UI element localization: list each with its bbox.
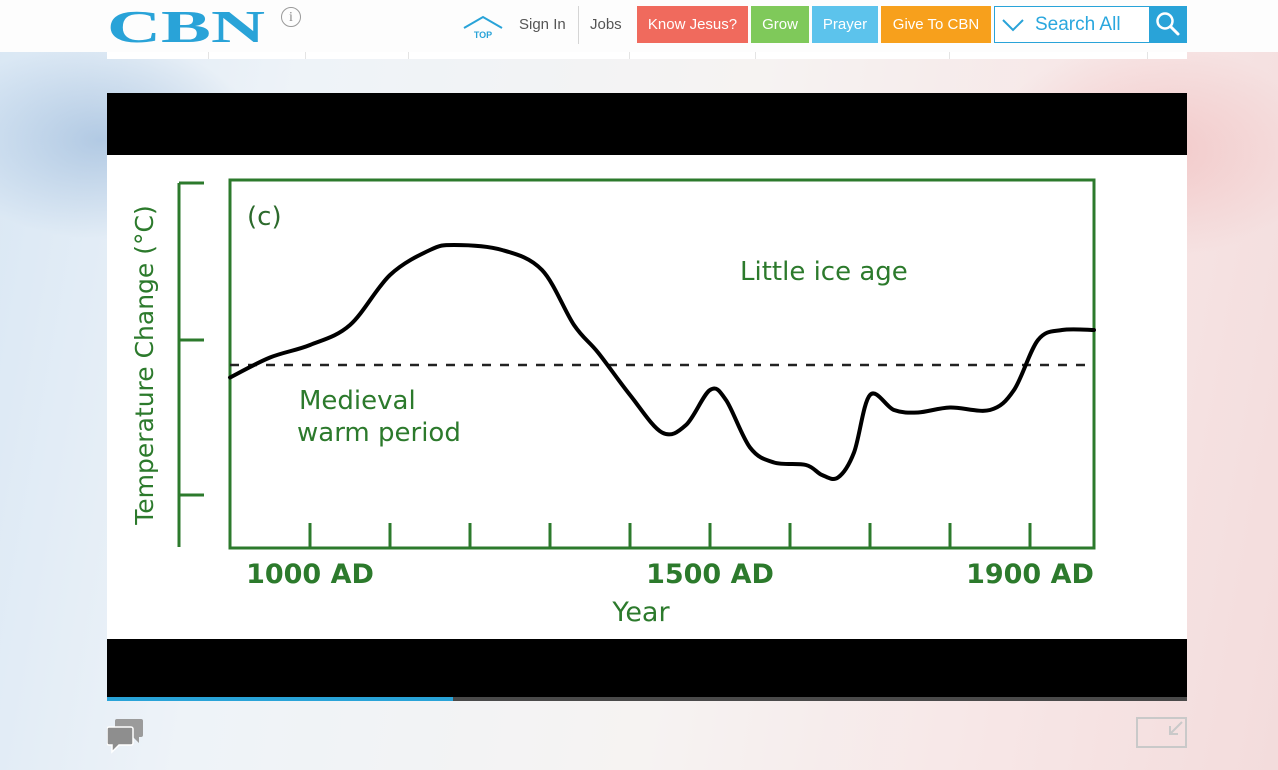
subnav-divider [208,52,209,59]
back-to-top-button[interactable]: TOP [461,14,505,44]
info-icon[interactable]: i [281,7,301,27]
subnav-divider [408,52,409,59]
medieval-label: Medieval [299,386,416,416]
x-axis-ticks [308,523,1032,548]
sign-in-link[interactable]: Sign In [519,16,566,33]
cbn-logo[interactable]: CBN [107,4,267,46]
logo-text: CBN [107,4,265,46]
subnav-divider [629,52,630,59]
search-icon [1156,12,1180,36]
search-button[interactable] [1150,6,1187,43]
top-label: TOP [473,30,493,40]
house-icon [463,15,503,29]
video-player[interactable]: (c) Little ice age Medieval warm period … [107,93,1187,701]
warm-period-label: warm period [297,418,461,448]
series-line [228,243,1096,481]
x-axis-label: Year [611,597,670,628]
collapse-icon[interactable] [1136,717,1187,748]
prayer-button[interactable]: Prayer [812,6,878,43]
give-to-cbn-button[interactable]: Give To CBN [881,6,991,43]
subnav-divider [305,52,306,59]
header-divider [578,6,579,44]
video-progress-fill [107,697,453,701]
subnav-strip [107,52,1187,59]
video-frame: (c) Little ice age Medieval warm period … [107,155,1187,639]
x-tick-label: 1000 AD [246,559,374,590]
little-ice-age-label: Little ice age [740,257,908,287]
temperature-chart: (c) Little ice age Medieval warm period … [130,178,1096,628]
know-jesus-button[interactable]: Know Jesus? [637,6,748,43]
jobs-link[interactable]: Jobs [590,16,622,33]
grow-button[interactable]: Grow [751,6,809,43]
x-tick-label: 1500 AD [646,559,774,590]
panel-label: (c) [247,202,282,232]
search-field[interactable] [994,6,1150,43]
video-progress-bar[interactable] [107,697,1187,701]
chevron-down-icon[interactable] [1001,17,1025,33]
x-tick-label: 1900 AD [966,559,1094,590]
subnav-divider [755,52,756,59]
subnav-divider [1147,52,1148,59]
y-axis-label: Temperature Change (°C) [130,205,159,525]
comments-icon[interactable] [107,717,145,755]
search-input[interactable] [1035,13,1145,37]
subnav-divider [949,52,950,59]
